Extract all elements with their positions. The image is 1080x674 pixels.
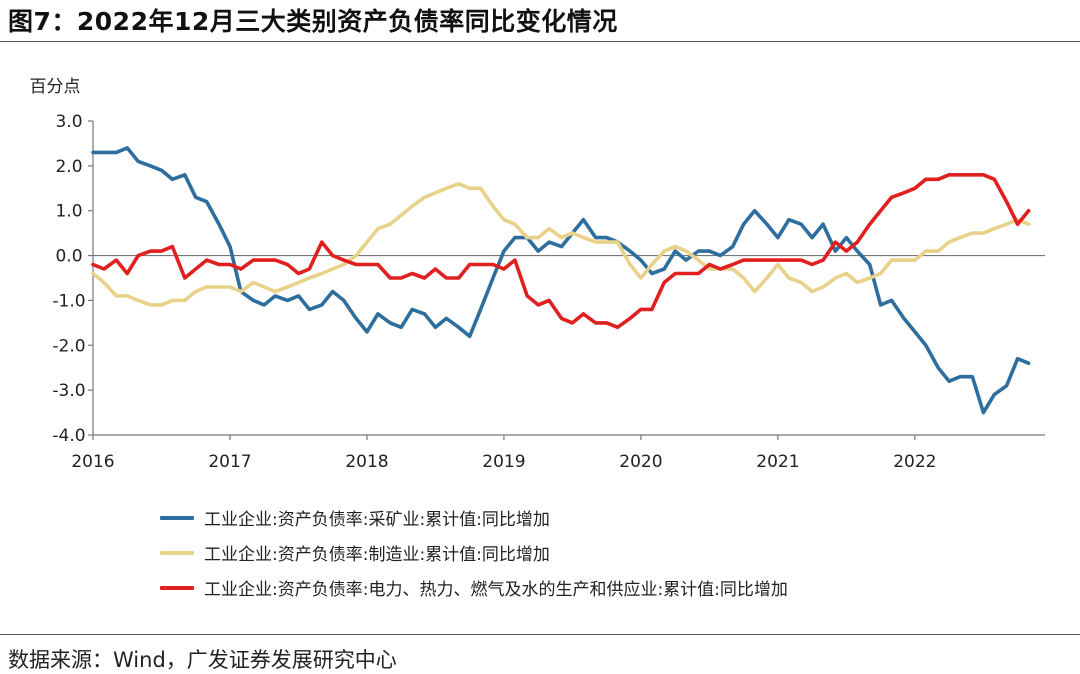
title-divider [0,41,1080,42]
data-source-note: 数据来源：Wind，广发证券发展研究中心 [8,648,397,672]
x-tick-label: 2021 [756,452,799,472]
legend-label-utilities: 工业企业:资产负债率:电力、热力、燃气及水的生产和供应业:累计值:同比增加 [204,580,788,600]
utilities-series-line [91,173,1031,330]
legend-item-mining: 工业企业:资产负债率:采矿业:累计值:同比增加 [160,500,788,535]
x-tick-label: 2016 [71,452,114,472]
legend-swatch-manufacturing [160,550,194,555]
chart-legend: 工业企业:资产负债率:采矿业:累计值:同比增加 工业企业:资产负债率:制造业:累… [160,500,788,605]
x-tick-label: 2017 [208,452,251,472]
x-tick-label: 2018 [345,452,388,472]
y-tick-label: 2.0 [55,157,82,177]
y-tick-label: 1.0 [55,202,82,222]
y-tick-label: 3.0 [55,112,82,132]
mining-series-line [91,146,1031,415]
legend-swatch-mining [160,515,194,520]
legend-item-manufacturing: 工业企业:资产负债率:制造业:累计值:同比增加 [160,535,788,570]
legend-label-manufacturing: 工业企业:资产负债率:制造业:累计值:同比增加 [204,545,550,565]
source-divider [0,634,1080,635]
manufacturing-series-line [91,182,1031,307]
line-chart: 百分点 3.0 2.0 1.0 0.0 -1.0 -2.0 -3.0 -4.0 2016 2017 2… [30,77,1045,472]
y-tick-label: -4.0 [52,426,85,446]
x-tick-label: 2020 [619,452,662,472]
legend-swatch-utilities [160,585,194,590]
y-tick-label: 0.0 [55,247,82,267]
y-tick-label: -1.0 [52,291,85,311]
y-tick-label: -2.0 [52,336,85,356]
legend-label-mining: 工业企业:资产负债率:采矿业:累计值:同比增加 [204,510,550,530]
x-tick-label: 2019 [482,452,525,472]
figure-title: 图7：2022年12月三大类别资产负债率同比变化情况 [8,7,618,36]
y-tick-label: -3.0 [52,381,85,401]
x-tick-label: 2022 [893,452,936,472]
legend-item-utilities: 工业企业:资产负债率:电力、热力、燃气及水的生产和供应业:累计值:同比增加 [160,570,788,605]
y-axis-unit-label: 百分点 [30,77,81,97]
